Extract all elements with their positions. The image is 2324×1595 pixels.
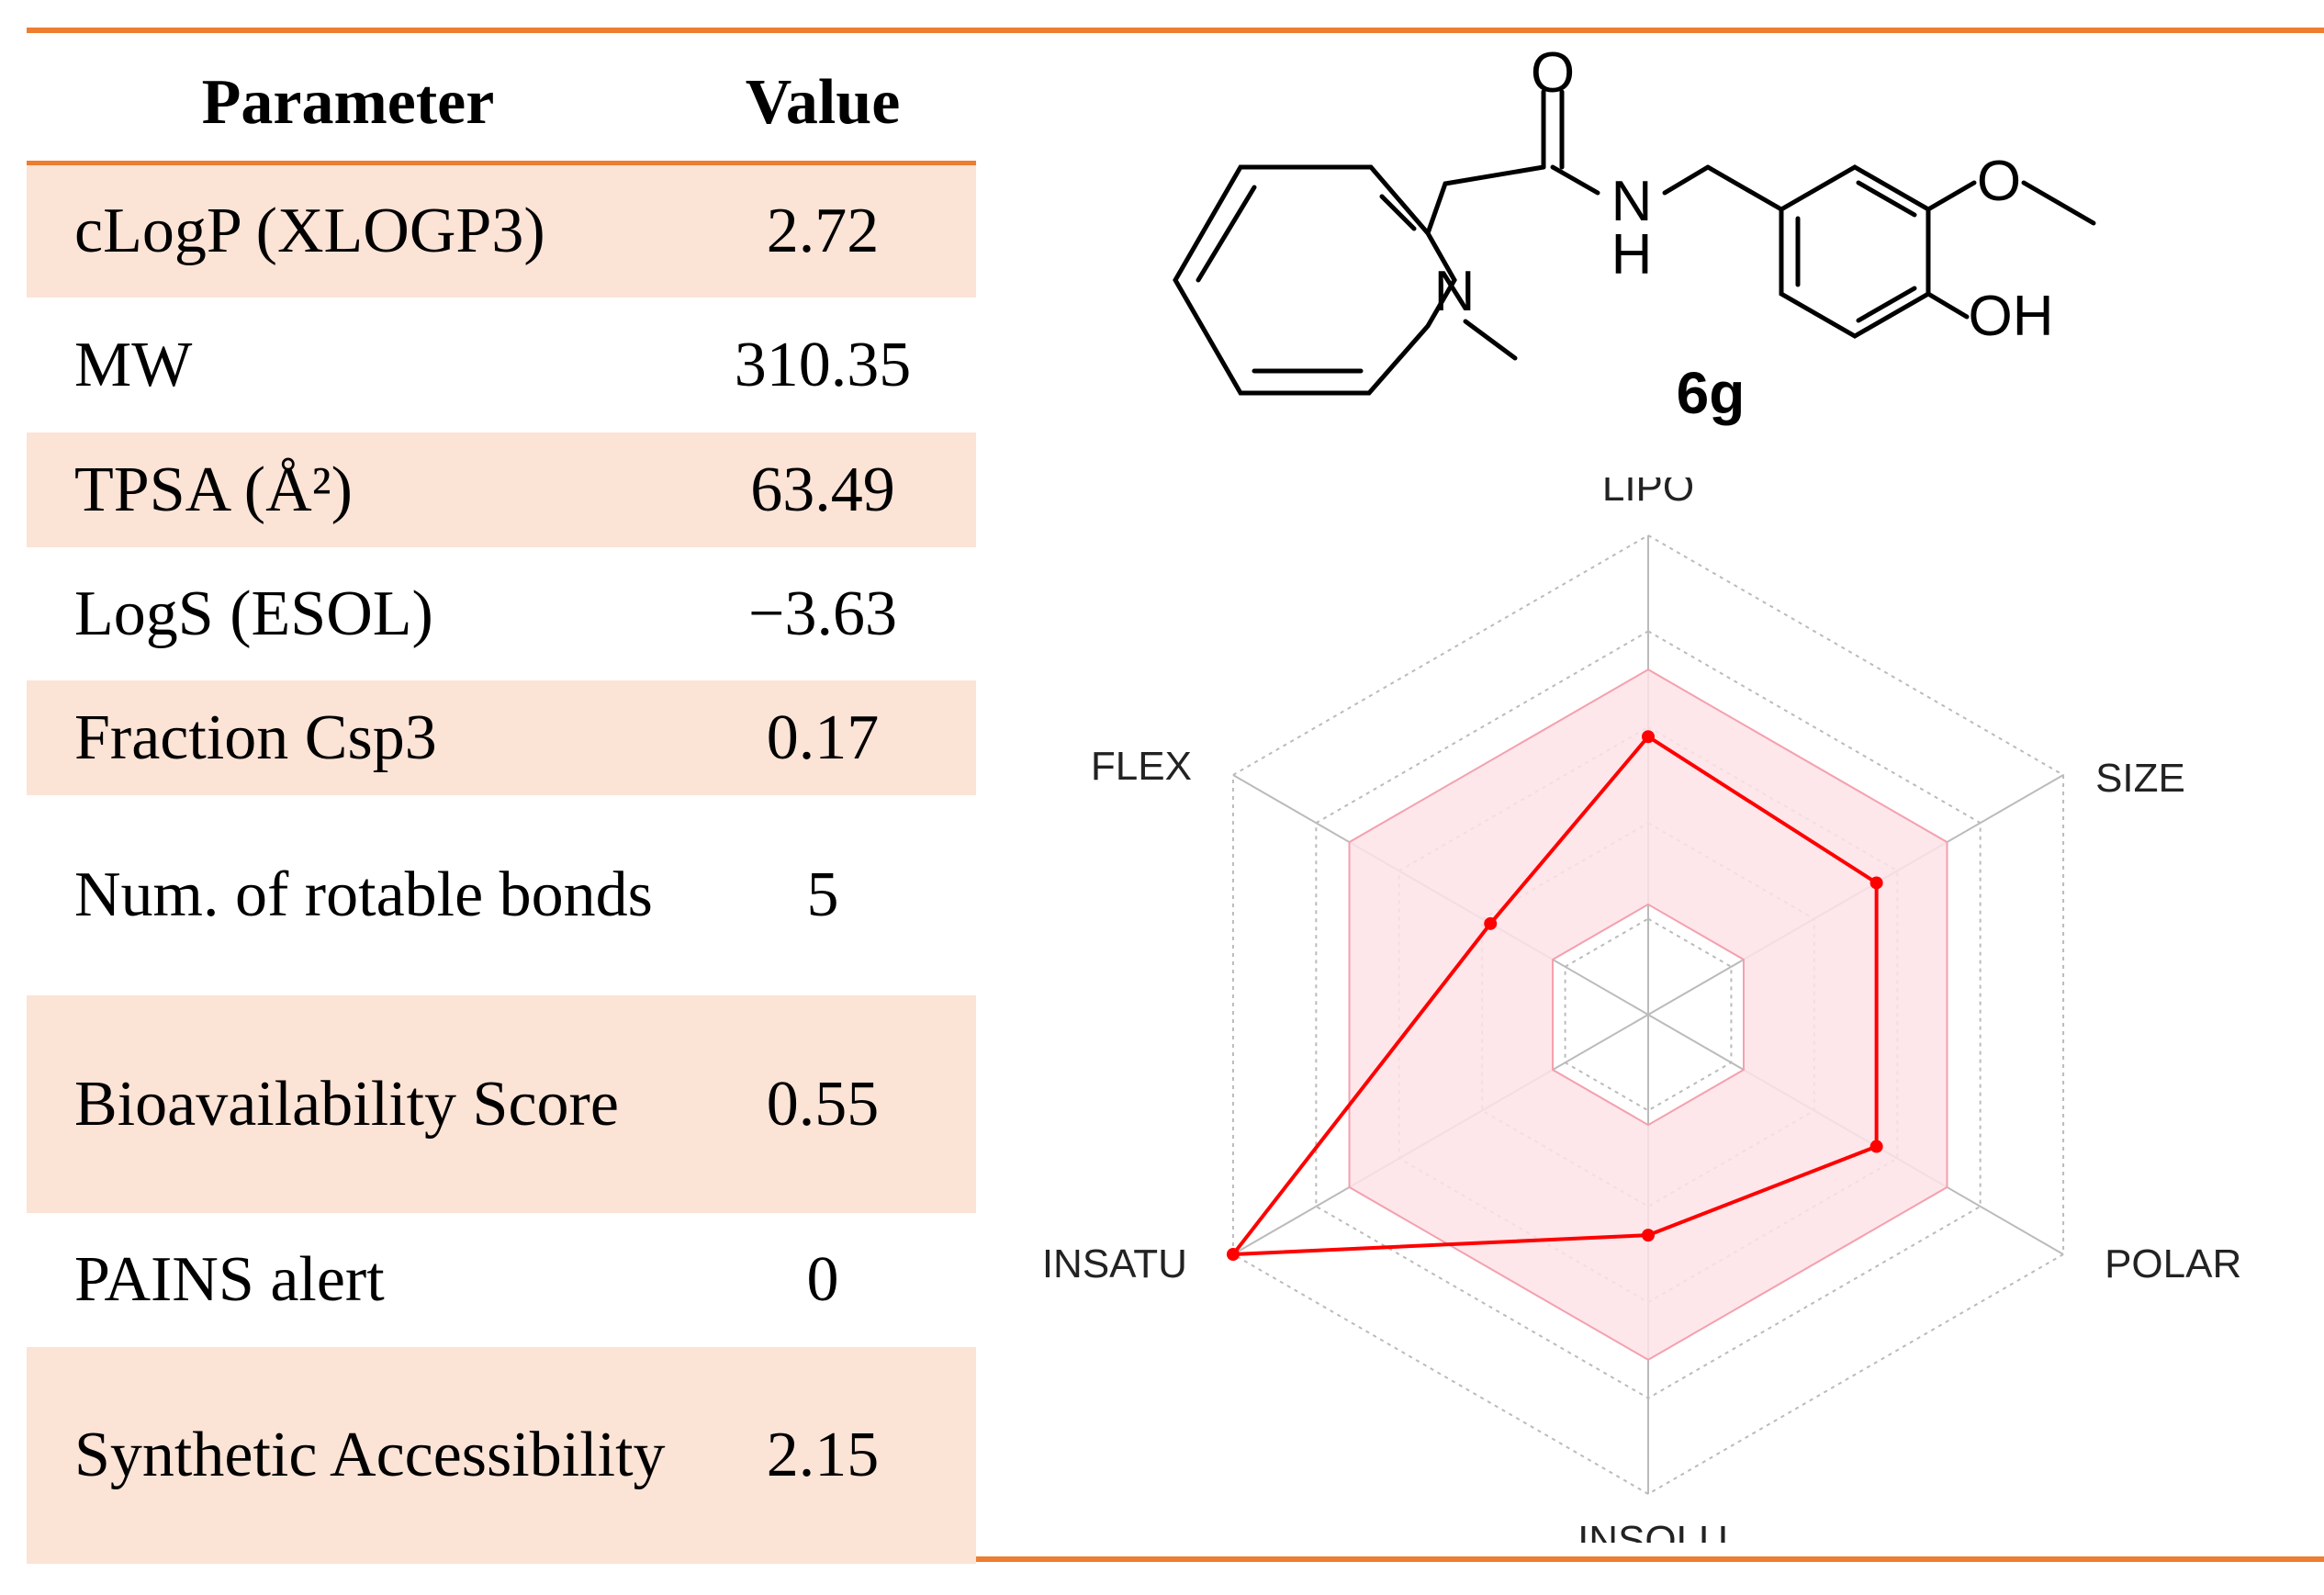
- table-row: PAINS alert 0: [27, 1213, 976, 1347]
- value-cell: −3.63: [748, 578, 897, 649]
- optimal-band-inner: [1552, 903, 1745, 1127]
- value-cell: 63.49: [750, 454, 895, 525]
- atom-h-amide: H: [1611, 223, 1653, 286]
- table-row: MW 310.35: [27, 298, 976, 432]
- value-cell: 0: [806, 1244, 839, 1315]
- table-header: Parameter Value: [27, 45, 976, 165]
- param-cell: TPSA (Å²): [74, 454, 353, 525]
- param-cell: Bioavailability Score: [74, 1068, 619, 1140]
- radar-point: [1869, 1140, 1883, 1153]
- value-cell: 0.17: [766, 702, 880, 773]
- radar-point: [1642, 730, 1655, 744]
- radar-axis-labels: LIPO SIZE POLAR INSOLU INSATU FLEX: [1042, 477, 2241, 1543]
- param-cell: Fraction Csp3: [74, 702, 437, 773]
- table-row: Fraction Csp3 0.17: [27, 680, 976, 795]
- radar-point: [1226, 1248, 1240, 1261]
- optimal-range-band: [1348, 668, 1948, 1361]
- axis-label-polar: POLAR: [2105, 1241, 2241, 1286]
- param-cell: PAINS alert: [74, 1244, 385, 1315]
- atom-oh: OH: [1969, 285, 2054, 348]
- table-row: LogS (ESOL) −3.63: [27, 547, 976, 680]
- optimal-band: [1349, 669, 1948, 1360]
- axis-label-lipo: LIPO: [1602, 477, 1694, 510]
- parameter-table: Parameter Value cLogP (XLOGP3) 2.72 MW 3…: [27, 45, 976, 1564]
- radar-point: [1484, 916, 1498, 930]
- param-cell: Synthetic Accessibility: [74, 1420, 666, 1490]
- param-cell: cLogP (XLOGP3): [74, 196, 545, 266]
- axis-label-insolu: INSOLU: [1577, 1518, 1728, 1543]
- atom-o-carbonyl: O: [1531, 41, 1575, 105]
- chemical-structure: O N H N O OH 6g: [1173, 41, 2096, 426]
- atom-n-indole: N: [1434, 260, 1476, 323]
- atom-o-methoxy: O: [1977, 150, 2021, 213]
- param-cell: Num. of rotable bonds: [74, 859, 653, 930]
- atom-n-amide: N: [1611, 170, 1653, 233]
- value-cell: 0.55: [766, 1068, 880, 1140]
- compound-label: 6g: [1677, 360, 1746, 426]
- table-row: Num. of rotable bonds 5: [27, 795, 976, 995]
- top-rule: [27, 28, 2324, 33]
- table-row: TPSA (Å²) 63.49: [27, 432, 976, 547]
- radar-point: [1642, 1229, 1655, 1242]
- axis-label-insatu: INSATU: [1042, 1241, 1187, 1286]
- axis-label-size: SIZE: [2095, 756, 2185, 801]
- bottom-rule: [27, 1556, 2324, 1562]
- optimal-band-outer: [1348, 668, 1948, 1361]
- value-cell: 2.72: [766, 196, 880, 266]
- radar-series: [1226, 730, 1883, 1261]
- value-cell: 5: [806, 859, 839, 930]
- axis-label-flex: FLEX: [1091, 744, 1192, 789]
- header-parameter: Parameter: [201, 67, 495, 138]
- bioavailability-radar: LIPO SIZE POLAR INSOLU INSATU FLEX: [1042, 477, 2241, 1543]
- table-row: Bioavailability Score 0.55: [27, 995, 976, 1213]
- value-cell: 310.35: [734, 329, 912, 400]
- table-row: cLogP (XLOGP3) 2.72: [27, 165, 976, 298]
- param-cell: MW: [74, 329, 193, 400]
- table-row: Synthetic Accessibility 2.15: [27, 1347, 976, 1564]
- param-cell: LogS (ESOL): [74, 578, 433, 649]
- value-cell: 2.15: [766, 1420, 880, 1490]
- header-value: Value: [745, 67, 901, 138]
- radar-point: [1869, 876, 1883, 890]
